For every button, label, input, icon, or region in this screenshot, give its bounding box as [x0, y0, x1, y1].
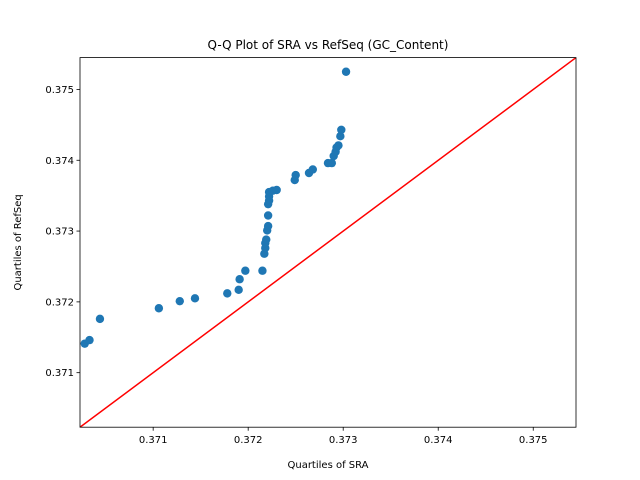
- x-tick-label: 0.374: [424, 435, 453, 446]
- data-point: [308, 165, 317, 174]
- reference-line: [80, 57, 576, 428]
- x-tick-label: 0.375: [519, 435, 548, 446]
- data-point: [327, 158, 337, 168]
- data-point: [336, 131, 345, 141]
- data-point: [85, 335, 94, 345]
- data-point: [258, 266, 267, 275]
- data-point: [334, 141, 343, 150]
- data-point: [272, 185, 281, 195]
- x-tick-label: 0.372: [234, 435, 263, 446]
- x-axis-label: Quartiles of SRA: [287, 460, 368, 471]
- y-tick-label: 0.374: [45, 156, 74, 167]
- data-point: [234, 285, 243, 295]
- y-tick-label: 0.372: [45, 297, 74, 308]
- data-point: [241, 266, 250, 275]
- plot-frame: [79, 57, 577, 428]
- data-point: [95, 314, 105, 324]
- data-point: [341, 67, 351, 76]
- data-point: [291, 170, 300, 180]
- data-point: [190, 294, 200, 303]
- y-axis-label: Quartiles of RefSeq: [13, 194, 24, 290]
- y-tick-label: 0.375: [45, 85, 74, 96]
- data-point: [223, 289, 232, 298]
- data-point: [154, 304, 164, 313]
- x-tick-label: 0.373: [329, 435, 358, 446]
- data-point: [235, 275, 244, 284]
- data-point: [263, 221, 273, 231]
- x-tick-label: 0.371: [139, 435, 168, 446]
- data-point: [175, 296, 184, 306]
- data-point: [263, 211, 273, 220]
- data-point: [262, 235, 271, 244]
- y-tick-label: 0.373: [45, 227, 74, 238]
- data-point: [337, 125, 346, 135]
- chart-title: Q-Q Plot of SRA vs RefSeq (GC_Content): [208, 38, 449, 52]
- y-tick-label: 0.371: [45, 368, 74, 379]
